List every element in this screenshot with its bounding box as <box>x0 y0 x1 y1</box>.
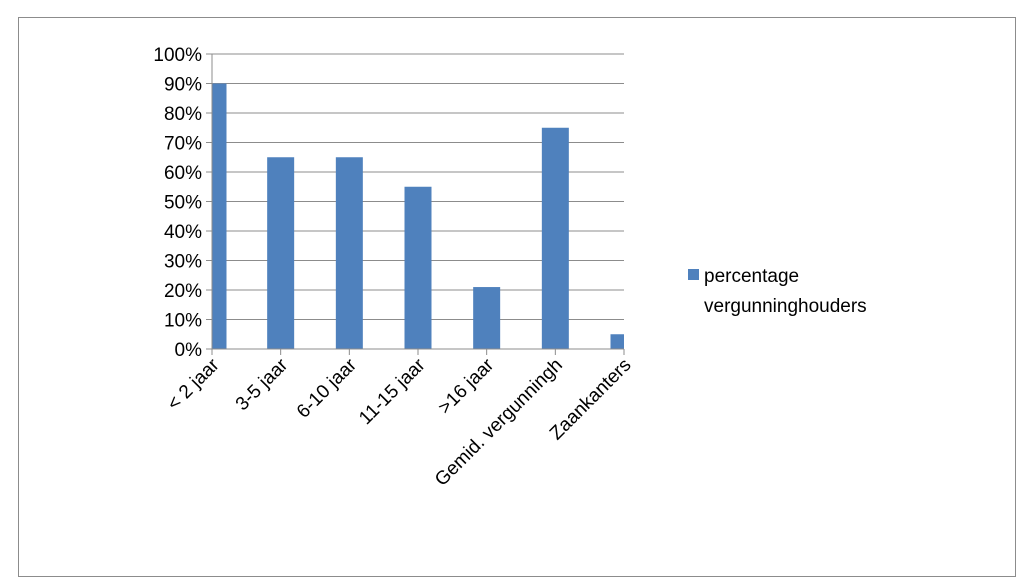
legend-label-line-1: percentage <box>704 266 799 287</box>
legend-label-line-2: vergunninghouders <box>704 296 867 317</box>
y-tick-label: 10% <box>164 311 202 332</box>
bar <box>267 157 295 349</box>
y-tick-label: 100% <box>153 45 202 66</box>
y-tick-label: 40% <box>164 222 202 243</box>
x-tick-label: 3-5 jaar <box>232 354 293 415</box>
y-tick-label: 50% <box>164 193 202 214</box>
x-tick-label: >16 jaar <box>434 354 498 418</box>
chart-frame: 0% 10% 20% 30% 40% 50% 60% 70% 80% 90% 100% < 2 ja… <box>18 17 1016 577</box>
bar-chart: 0% 10% 20% 30% 40% 50% 60% 70% 80% 90% 100% < 2 ja… <box>153 45 867 491</box>
bar <box>473 287 501 349</box>
bar <box>541 127 569 349</box>
y-tick-label: 0% <box>175 340 203 361</box>
axes <box>206 53 625 355</box>
y-tick-label: 30% <box>164 252 202 273</box>
legend: percentage vergunninghouders <box>688 266 867 317</box>
bar <box>610 334 624 349</box>
y-tick-label: 70% <box>164 134 202 155</box>
y-tick-labels: 0% 10% 20% 30% 40% 50% 60% 70% 80% 90% 100% <box>153 45 202 361</box>
x-tick-label: 11-15 jaar <box>355 354 430 429</box>
legend-swatch <box>688 269 699 280</box>
bar <box>335 157 363 349</box>
y-tick-label: 20% <box>164 281 202 302</box>
bars <box>212 83 624 349</box>
y-tick-label: 90% <box>164 75 202 96</box>
y-tick-label: 60% <box>164 163 202 184</box>
y-tick-label: 80% <box>164 104 202 125</box>
x-tick-label: < 2 jaar <box>163 354 224 415</box>
x-tick-label: Gemid. vergunningh <box>431 355 567 491</box>
bar <box>212 83 227 349</box>
bar <box>404 186 432 349</box>
x-tick-label: 6-10 jaar <box>293 354 361 422</box>
